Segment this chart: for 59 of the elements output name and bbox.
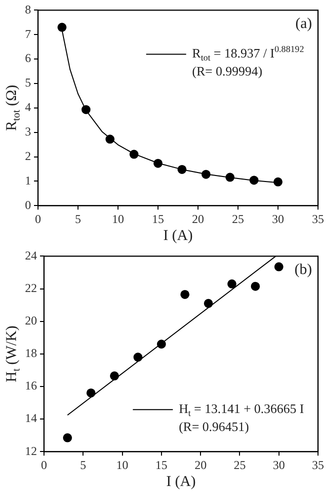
point [274, 177, 282, 186]
annotation: (a) [295, 16, 312, 32]
point [58, 22, 66, 32]
point [204, 298, 213, 308]
point [106, 134, 114, 144]
y-tick-label: 24 [25, 248, 37, 262]
point [178, 164, 186, 174]
y-axis-title: Ht (W/K) [4, 326, 22, 382]
y-tick-label: 7 [25, 26, 31, 41]
x-tick-label: 25 [232, 212, 244, 226]
point [82, 105, 90, 114]
x-tick-label: 5 [75, 212, 81, 226]
y-tick-label: 20 [25, 313, 37, 328]
x-tick-label: 15 [152, 212, 164, 226]
x-tick-label: 0 [41, 458, 47, 472]
y-tick-label: 2 [25, 148, 31, 163]
point [180, 290, 190, 299]
y-tick-label: 6 [25, 51, 31, 66]
x-tick-label: 10 [112, 212, 124, 226]
y-tick-label: 3 [25, 124, 31, 138]
x-axis-title: I (A) [166, 474, 196, 490]
point [86, 388, 96, 398]
point [227, 279, 236, 288]
point [62, 433, 72, 442]
y-tick-label: 14 [25, 411, 37, 426]
y-tick-label: 16 [25, 378, 37, 393]
y-tick-label: 12 [25, 444, 37, 458]
point [250, 176, 258, 185]
annotation: (R= 0.96451) [178, 419, 250, 434]
x-tick-label: 15 [155, 458, 168, 472]
x-tick-label: 25 [234, 458, 246, 472]
y-tick-label: 4 [25, 100, 31, 114]
y-tick-label: 0 [25, 198, 31, 212]
point [110, 371, 119, 380]
y-tick-label: 5 [25, 76, 31, 90]
point [130, 150, 138, 159]
point [154, 158, 162, 168]
y-tick-label: 8 [25, 2, 31, 16]
x-tick-label: 35 [312, 458, 324, 472]
x-tick-label: 30 [272, 458, 285, 472]
y-tick-label: 22 [25, 280, 37, 295]
point [250, 282, 260, 291]
y-tick-label: 18 [25, 346, 37, 360]
x-tick-label: 5 [80, 458, 86, 472]
x-axis-title: I (A) [163, 228, 193, 244]
x-tick-label: 35 [312, 212, 324, 226]
y-tick-label: 1 [25, 173, 31, 188]
point [226, 172, 234, 182]
annotation: (R= 0.99994) [192, 64, 262, 79]
x-tick-label: 10 [116, 458, 128, 472]
x-tick-label: 20 [192, 212, 204, 226]
x-tick-label: 20 [194, 458, 207, 472]
point [274, 262, 284, 272]
y-axis-title: Rtot (Ω) [4, 84, 22, 131]
point [156, 340, 166, 349]
point [202, 170, 210, 179]
point [133, 352, 142, 362]
annotation: (b) [294, 262, 312, 278]
x-tick-label: 30 [272, 212, 284, 226]
